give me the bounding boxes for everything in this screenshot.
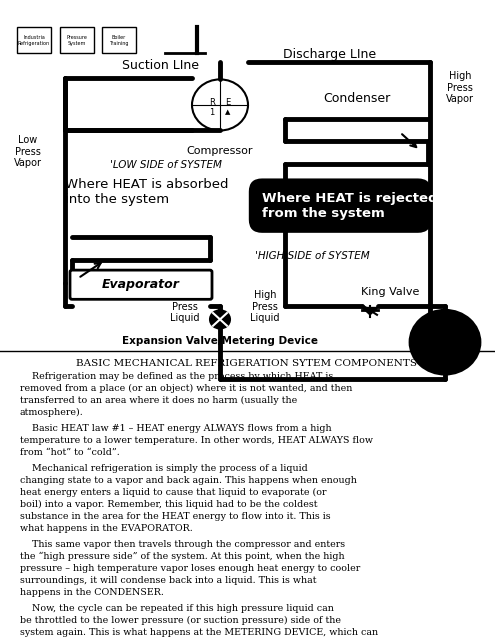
Text: Expansion Valve/Metering Device: Expansion Valve/Metering Device — [122, 336, 318, 346]
Text: E: E — [225, 98, 231, 107]
Text: Boiler
Training: Boiler Training — [109, 35, 129, 45]
Text: Where HEAT is rejected
from the system: Where HEAT is rejected from the system — [262, 191, 418, 220]
FancyBboxPatch shape — [70, 270, 212, 300]
Text: happens in the CONDENSER.: happens in the CONDENSER. — [20, 588, 164, 596]
Text: from the system: from the system — [262, 207, 385, 220]
Text: what happens in the EVAPORATOR.: what happens in the EVAPORATOR. — [20, 524, 193, 533]
Text: atmosphere).: atmosphere). — [20, 408, 84, 417]
Text: the “high pressure side” of the system. At this point, when the high: the “high pressure side” of the system. … — [20, 552, 345, 561]
Text: boil) into a vapor. Remember, this liquid had to be the coldest: boil) into a vapor. Remember, this liqui… — [20, 500, 317, 509]
Text: changing state to a vapor and back again. This happens when enough: changing state to a vapor and back again… — [20, 476, 357, 485]
Text: temperature to a lower temperature. In other words, HEAT ALWAYS flow: temperature to a lower temperature. In o… — [20, 436, 373, 445]
Text: transferred to an area where it does no harm (usually the: transferred to an area where it does no … — [20, 396, 297, 405]
Text: This same vapor then travels through the compressor and enters: This same vapor then travels through the… — [20, 540, 345, 549]
Text: surroundings, it will condense back into a liquid. This is what: surroundings, it will condense back into… — [20, 576, 316, 585]
Bar — [60, 28, 94, 53]
Text: High
Pressure
Receiver: High Pressure Receiver — [412, 328, 457, 362]
Text: Where HEAT is absorbed
into the system: Where HEAT is absorbed into the system — [65, 178, 229, 206]
Text: High
Press
Liquid: High Press Liquid — [250, 290, 280, 323]
Text: R: R — [209, 98, 215, 107]
Text: pressure – high temperature vapor loses enough heat energy to cooler: pressure – high temperature vapor loses … — [20, 564, 360, 573]
Text: Condenser: Condenser — [323, 92, 391, 105]
Text: High
Press
Vapor: High Press Vapor — [446, 71, 474, 104]
Circle shape — [410, 310, 480, 374]
Bar — [102, 28, 136, 53]
Text: Refrigeration may be defined as the process by which HEAT is: Refrigeration may be defined as the proc… — [20, 372, 333, 381]
Text: 'HIGH SIDE of SYSTEM: 'HIGH SIDE of SYSTEM — [255, 251, 370, 261]
Text: BASIC MECHANICAL REFRIGERATION SYTEM COMPONENTS: BASIC MECHANICAL REFRIGERATION SYTEM COM… — [77, 358, 417, 367]
Text: Discharge LIne: Discharge LIne — [284, 48, 377, 61]
Text: removed from a place (or an object) where it is not wanted, and then: removed from a place (or an object) wher… — [20, 384, 352, 394]
Text: ▲: ▲ — [225, 109, 231, 115]
Text: Suction LIne: Suction LIne — [121, 60, 198, 72]
Text: Low
Press
Liquid: Low Press Liquid — [170, 290, 200, 323]
Text: heat energy enters a liquid to cause that liquid to evaporate (or: heat energy enters a liquid to cause tha… — [20, 488, 327, 497]
Text: Compressor: Compressor — [187, 146, 253, 156]
Circle shape — [210, 310, 230, 328]
Text: Where HEAT is rejected: Where HEAT is rejected — [262, 191, 438, 205]
Text: system again. This is what happens at the METERING DEVICE, which can: system again. This is what happens at th… — [20, 628, 378, 637]
Text: Pressure
System: Pressure System — [66, 35, 88, 45]
Text: Now, the cycle can be repeated if this high pressure liquid can: Now, the cycle can be repeated if this h… — [20, 604, 334, 613]
Text: Evaporator: Evaporator — [102, 278, 180, 291]
Text: Low
Press
Vapor: Low Press Vapor — [14, 135, 42, 168]
Text: Industria
Refrigeration: Industria Refrigeration — [18, 35, 50, 45]
Text: Mechanical refrigeration is simply the process of a liquid: Mechanical refrigeration is simply the p… — [20, 465, 308, 474]
Text: from “hot” to “cold”.: from “hot” to “cold”. — [20, 448, 120, 457]
Text: Basic HEAT law #1 – HEAT energy ALWAYS flows from a high: Basic HEAT law #1 – HEAT energy ALWAYS f… — [20, 424, 332, 433]
Text: 'LOW SIDE of SYSTEM: 'LOW SIDE of SYSTEM — [110, 160, 222, 170]
Text: be throttled to the lower pressure (or suction pressure) side of the: be throttled to the lower pressure (or s… — [20, 616, 341, 625]
Bar — [17, 28, 51, 53]
Text: 1: 1 — [209, 108, 215, 116]
Text: substance in the area for the HEAT energy to flow into it. This is: substance in the area for the HEAT energ… — [20, 512, 331, 521]
Text: King Valve: King Valve — [361, 287, 419, 297]
Polygon shape — [362, 308, 378, 315]
